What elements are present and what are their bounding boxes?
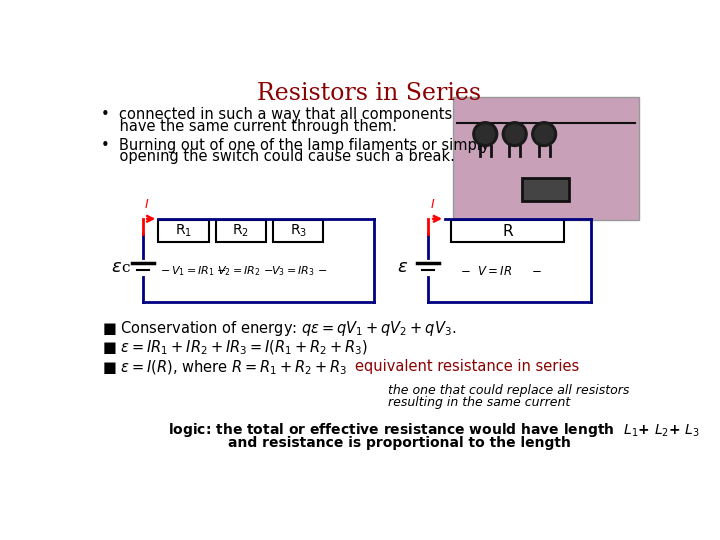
Text: $-\ \ V=IR\ \ \ \ \,-$: $-\ \ V=IR\ \ \ \ \,-$: [461, 265, 542, 278]
Bar: [158, 220, 209, 242]
Bar: [451, 220, 564, 242]
Circle shape: [505, 125, 524, 143]
Bar: [273, 220, 323, 242]
Text: $\varepsilon$: $\varepsilon$: [112, 258, 122, 275]
Circle shape: [532, 122, 557, 146]
Text: $\blacksquare\ \varepsilon = I(R)$, where $R = R_1 + R_2 + R_3$: $\blacksquare\ \varepsilon = I(R)$, wher…: [102, 359, 348, 377]
Bar: [523, 178, 569, 201]
Circle shape: [535, 125, 554, 143]
Text: c: c: [122, 261, 130, 275]
Text: and resistance is proportional to the length: and resistance is proportional to the le…: [228, 436, 571, 450]
Text: have the same current through them.: have the same current through them.: [101, 119, 397, 134]
Text: R$_1$: R$_1$: [175, 223, 192, 239]
Text: $V_2= IR_2\,-$: $V_2= IR_2\,-$: [217, 264, 274, 278]
Bar: [215, 220, 266, 242]
Text: R: R: [502, 224, 513, 239]
Circle shape: [476, 125, 495, 143]
Text: $V_3= IR_3\,-$: $V_3= IR_3\,-$: [271, 264, 328, 278]
Text: equivalent resistance in series: equivalent resistance in series: [355, 359, 580, 374]
Text: $\varepsilon$: $\varepsilon$: [397, 258, 408, 275]
Text: the one that could replace all resistors: the one that could replace all resistors: [388, 384, 630, 397]
Text: R$_3$: R$_3$: [289, 223, 307, 239]
Text: I: I: [431, 198, 434, 211]
Text: •  connected in such a way that all components: • connected in such a way that all compo…: [101, 107, 452, 122]
Bar: [453, 97, 639, 220]
Text: R$_2$: R$_2$: [233, 223, 249, 239]
Circle shape: [473, 122, 498, 146]
Text: logic: the total or effective resistance would have length  $L_1$+ $L_2$+ $L_3$: logic: the total or effective resistance…: [168, 421, 700, 438]
Text: $-\,V_1= IR_1-$: $-\,V_1= IR_1-$: [160, 264, 226, 278]
Text: I: I: [145, 198, 148, 211]
Text: Resistors in Series: Resistors in Series: [257, 82, 481, 105]
Circle shape: [503, 122, 527, 146]
Text: •  Burning out of one of the lamp filaments or simply: • Burning out of one of the lamp filamen…: [101, 138, 490, 153]
Text: $\blacksquare$ Conservation of energy: $q\varepsilon = qV_1 + qV_2 + qV_3.$: $\blacksquare$ Conservation of energy: $…: [102, 319, 456, 338]
Text: $\blacksquare\ \varepsilon = IR_1 + IR_2 + IR_3 = I(R_1 + R_2 + R_3)$: $\blacksquare\ \varepsilon = IR_1 + IR_2…: [102, 339, 369, 357]
Text: resulting in the same current: resulting in the same current: [388, 396, 571, 409]
Text: opening the switch could cause such a break.: opening the switch could cause such a br…: [101, 150, 455, 165]
